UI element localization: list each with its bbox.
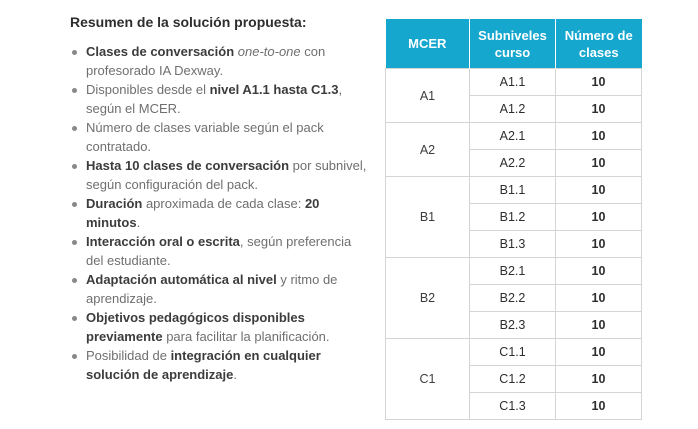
list-item: Hasta 10 clases de conversación por subn… (70, 157, 370, 194)
bullet-icon (72, 354, 77, 359)
list-item-text: integración en cualquier solución de apr… (86, 348, 321, 382)
list-item-text: , según preferencia del estudiante. (86, 234, 352, 268)
table-row: B1 B1.1 10 (385, 176, 642, 258)
class-count-cell: 10 (555, 365, 642, 393)
bullet-icon (72, 88, 77, 93)
list-item-text: 20 minutos (86, 196, 320, 230)
sublevel-cell: C1.3 (469, 392, 556, 420)
class-count-cell: 10 (555, 149, 642, 177)
list-item-text: . (136, 214, 141, 230)
list-item-text: aproximada de cada clase: (142, 196, 305, 211)
list-item: Adaptación automática al nivel y ritmo d… (70, 271, 370, 308)
list-item: Duración aproximada de cada clase: 20 mi… (70, 195, 370, 232)
list-item-text: para facilitar la planificación. (162, 328, 330, 344)
class-count-cell: 10 (555, 230, 642, 258)
list-item: Clases de conversación one-to-one con pr… (70, 43, 370, 80)
class-count-cell: 10 (555, 176, 642, 204)
mcer-level-cell: C1 (385, 338, 470, 420)
sublevel-cell: A1.2 (469, 95, 556, 123)
sublevel-cell: B1.1 (469, 176, 556, 204)
sublevel-cell: C1.1 (469, 338, 556, 366)
header-subniveles: Subniveles curso (469, 19, 556, 69)
list-item: Posibilidad de integración en cualquier … (70, 347, 370, 384)
bullet-icon (72, 50, 77, 55)
bullet-icon (72, 240, 77, 245)
mcer-level-cell: B2 (385, 257, 470, 339)
header-mcer: MCER (385, 19, 470, 69)
list-item-text: Posibilidad de (86, 348, 171, 363)
mcer-level-cell: B1 (385, 176, 470, 258)
sublevel-cell: A1.1 (469, 68, 556, 96)
table-row: A1 A1.1 10 (385, 68, 642, 123)
table-row: B2.3 10 (386, 311, 642, 339)
list-item-text: con profesorado IA Dexway. (86, 44, 326, 78)
list-item: Objetivos pedagógicos disponibles previa… (70, 309, 370, 346)
class-count-cell: 10 (555, 122, 642, 150)
sublevel-cell: B2.3 (469, 311, 556, 339)
list-item-text: Hasta 10 clases de conversación (86, 158, 290, 173)
bullet-icon (72, 164, 77, 169)
levels-table: MCER Subniveles curso Número de clases A… (385, 19, 642, 420)
table-row: C1 C1.1 10 (385, 338, 642, 420)
sublevel-cell: B1.3 (469, 230, 556, 258)
class-count-cell: 10 (555, 311, 642, 339)
summary-list: Clases de conversación one-to-one con pr… (70, 43, 370, 384)
header-numero-clases: Número de clases (555, 19, 642, 69)
sublevel-cell: C1.2 (469, 365, 556, 393)
class-count-cell: 10 (555, 284, 642, 312)
mcer-level-cell: A2 (385, 122, 470, 177)
bullet-icon (72, 202, 77, 207)
sublevel-cell: B2.2 (469, 284, 556, 312)
table-row: A2 A2.1 10 (385, 122, 642, 177)
class-count-cell: 10 (555, 95, 642, 123)
list-item: Disponibles desde el nivel A1.1 hasta C1… (70, 81, 370, 118)
table-row: C1.3 10 (386, 392, 642, 420)
list-item: Número de clases variable según el pack … (70, 119, 370, 156)
sublevel-cell: A2.1 (469, 122, 556, 150)
class-count-cell: 10 (555, 257, 642, 285)
list-item-text: nivel A1.1 hasta C1.3 (209, 82, 339, 97)
mcer-level-cell: A1 (385, 68, 470, 123)
class-count-cell: 10 (555, 203, 642, 231)
table-header-row: MCER Subniveles curso Número de clases (385, 19, 642, 69)
table-row: B2 B2.1 10 (385, 257, 642, 339)
summary-heading: Resumen de la solución propuesta: (70, 14, 307, 30)
bullet-icon (72, 316, 77, 321)
list-item-text: Interacción oral o escrita (86, 234, 240, 249)
list-item-text: y ritmo de aprendizaje. (86, 272, 338, 306)
list-item-text: Objetivos pedagógicos disponibles previa… (86, 310, 305, 344)
list-item-text: Adaptación automática al nivel (86, 272, 277, 287)
bullet-icon (72, 126, 77, 131)
list-item-text: . (233, 366, 237, 382)
table-row: B2.2 10 (386, 284, 642, 312)
class-count-cell: 10 (555, 392, 642, 420)
bullet-icon (72, 278, 77, 283)
list-item: Interacción oral o escrita, según prefer… (70, 233, 370, 270)
summary-section: Resumen de la solución propuesta: Clases… (70, 14, 370, 385)
list-item-text: one-to-one (237, 44, 301, 59)
list-item-text: Disponibles desde el (86, 82, 210, 97)
list-item-text: , según el MCER. (86, 82, 343, 116)
sublevel-cell: B1.2 (469, 203, 556, 231)
list-item-text: Duración (86, 196, 143, 211)
class-count-cell: 10 (555, 68, 642, 96)
sublevel-cell: B2.1 (469, 257, 556, 285)
list-item-text: Clases de conversación (86, 44, 235, 59)
list-item-text: por subnivel, según configuración del pa… (86, 158, 367, 192)
class-count-cell: 10 (555, 338, 642, 366)
list-item-text: Número de clases variable según el pack … (86, 120, 324, 154)
table-row: A2.2 10 (386, 149, 642, 177)
sublevel-cell: A2.2 (469, 149, 556, 177)
